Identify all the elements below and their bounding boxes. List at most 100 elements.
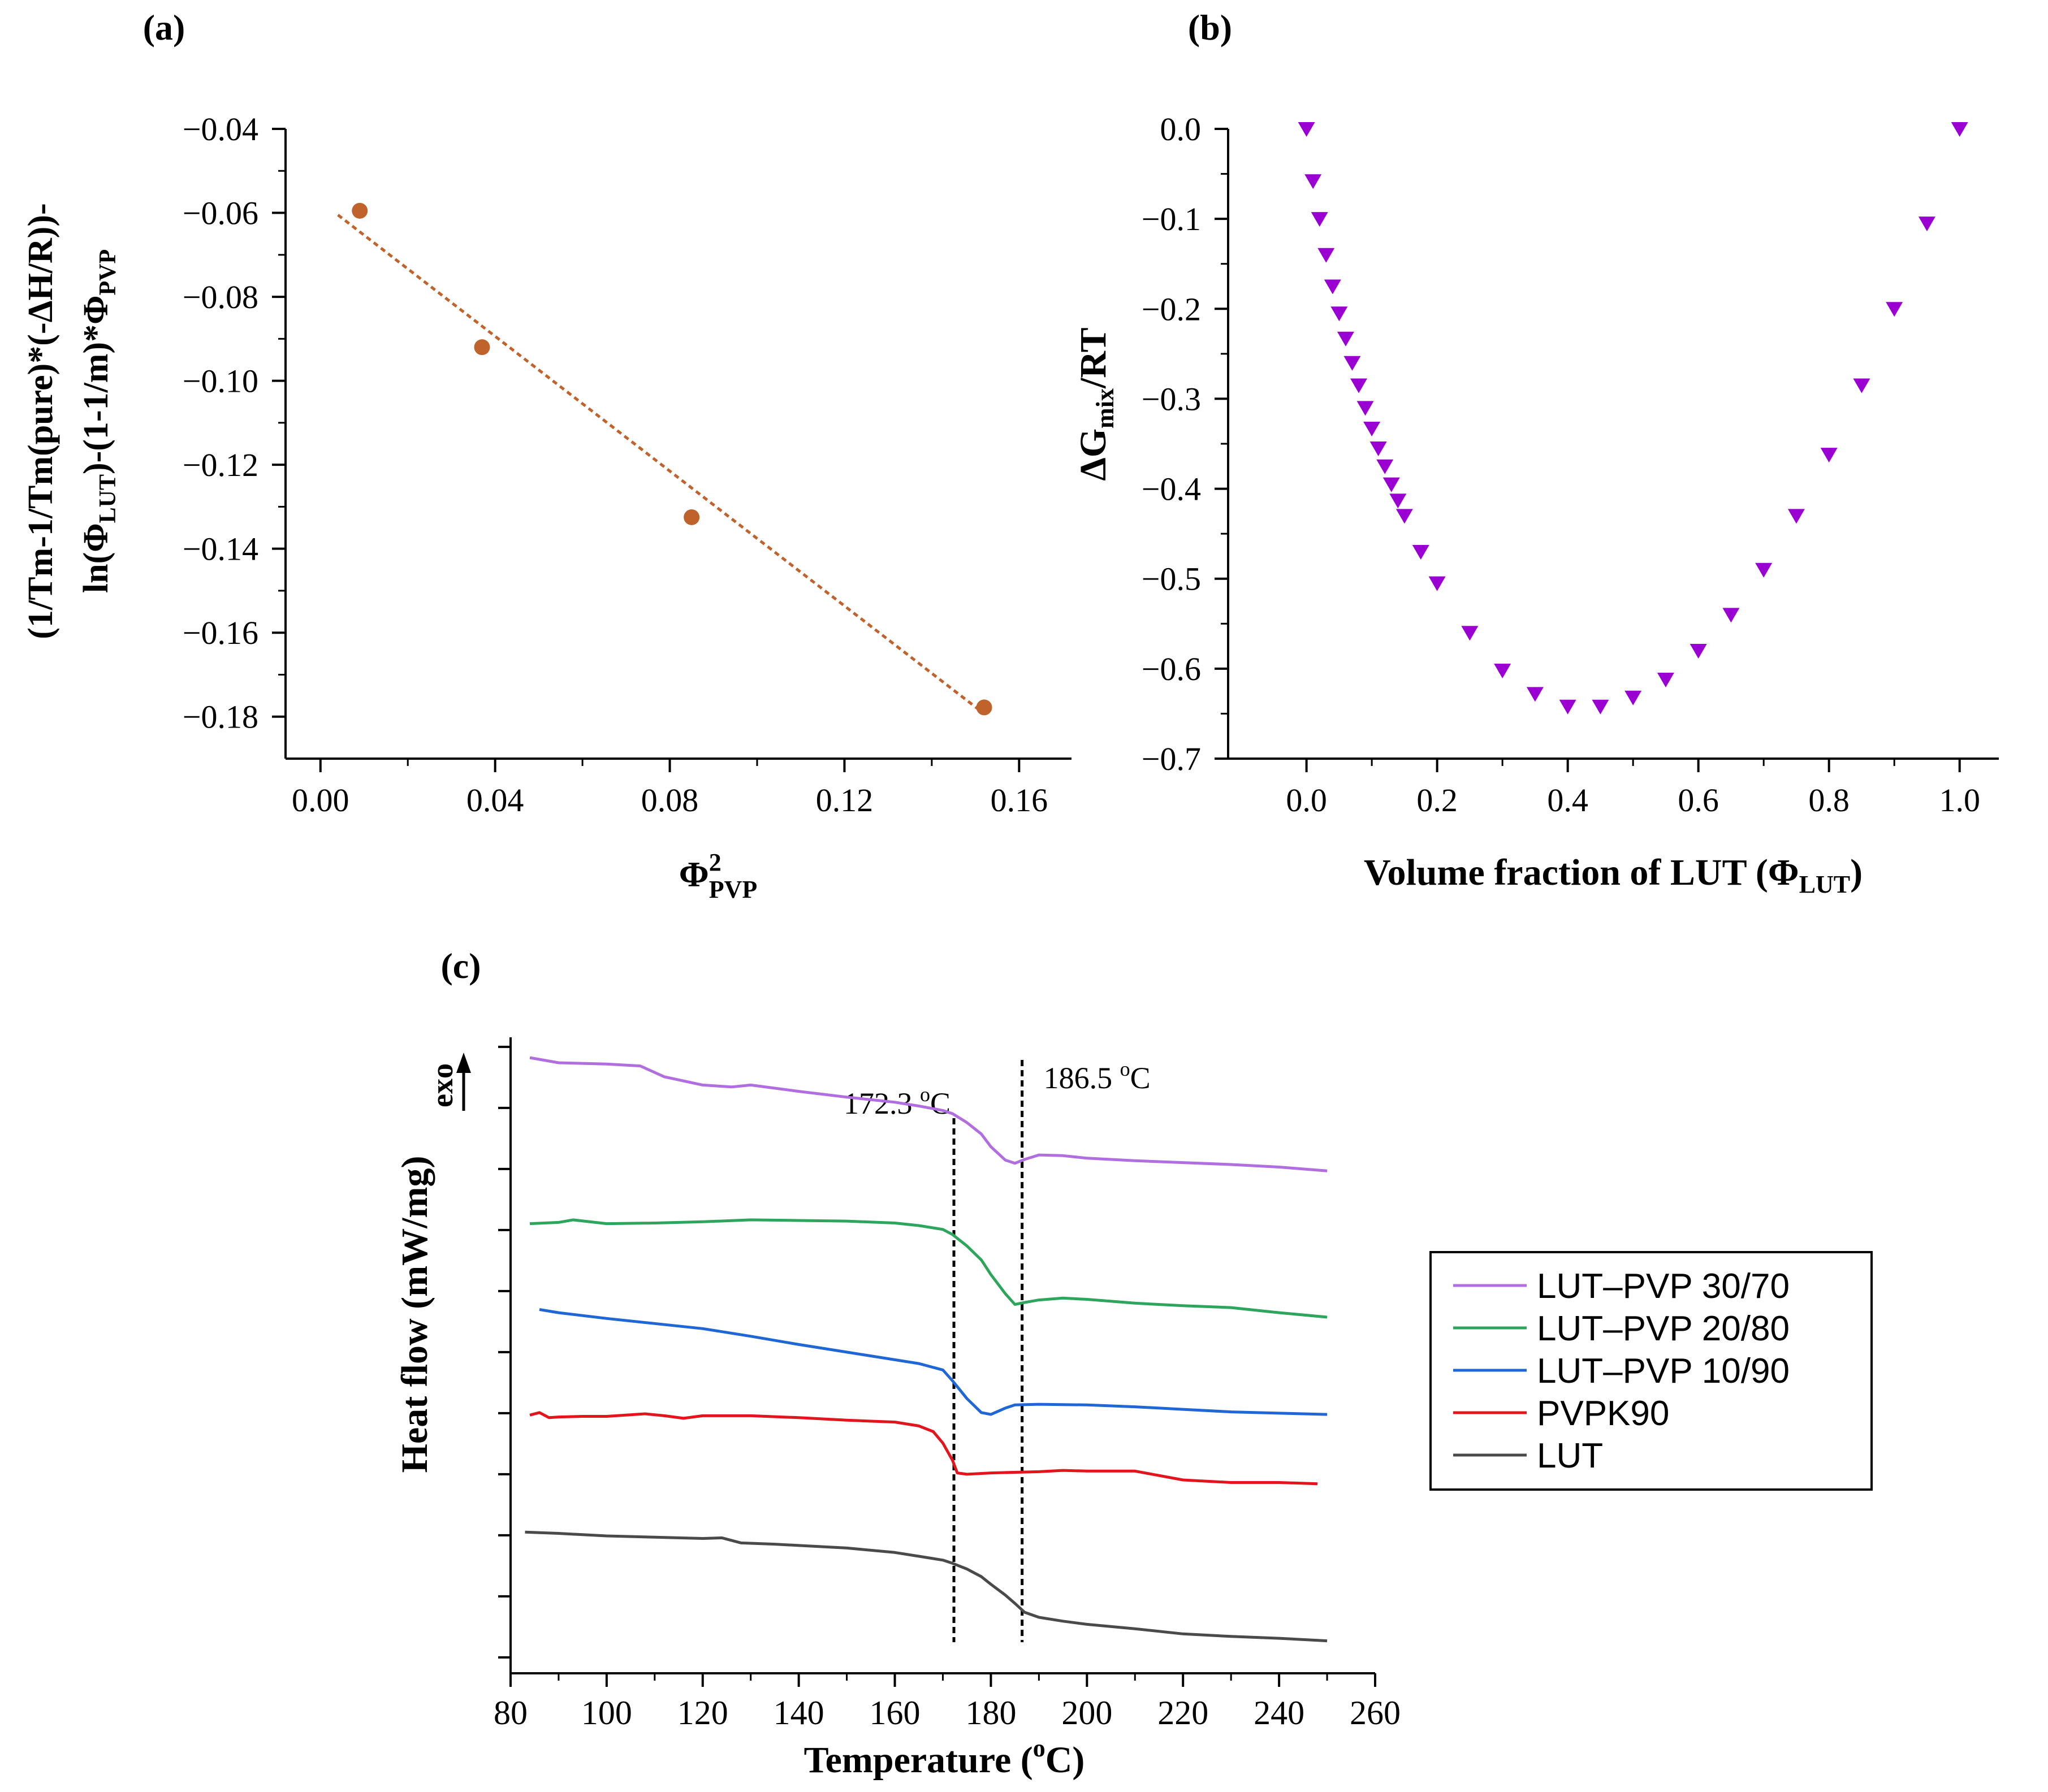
legend-label: LUT–PVP 10/90 xyxy=(1537,1352,1790,1391)
panel-b-ylabel-end: /RT xyxy=(1073,327,1114,389)
panel-b-point xyxy=(1317,248,1335,263)
panel-b-point xyxy=(1951,122,1968,137)
panel-a-ylabel-sub2: PVP xyxy=(95,249,121,296)
panel-c-series-line-1 xyxy=(529,1056,1328,1172)
panel-a-ylabel-sub1: LUT xyxy=(95,474,121,523)
annotation-unit: C xyxy=(1130,1061,1151,1095)
panel-b-point xyxy=(1412,544,1429,560)
panel-a-ytick-label: −0.04 xyxy=(183,111,258,148)
panel-b-ylabel-main: ΔG xyxy=(1073,428,1114,481)
panel-b-point xyxy=(1337,331,1354,347)
panel-c-xlabel-a: Temperature ( xyxy=(804,1739,1033,1781)
panel-b-xtick-label: 0.8 xyxy=(1808,782,1850,819)
panel-b-point xyxy=(1382,477,1400,492)
panel-b-point xyxy=(1787,509,1805,524)
panel-b-ytick-label: 0.0 xyxy=(1160,111,1202,148)
panel-b-point xyxy=(1356,401,1374,416)
panel-b-ylabel: ΔGmix/RT xyxy=(1073,327,1119,481)
panel-b-point xyxy=(1376,459,1394,474)
panel-a-xtick-label: 0.04 xyxy=(466,782,524,819)
panel-c-xtick-label: 180 xyxy=(965,1694,1016,1732)
panel-b-xlabel-main: Volume fraction of LUT (Φ xyxy=(1364,852,1799,893)
panel-a-ytick-label: −0.18 xyxy=(183,699,258,735)
annotation-unit: C xyxy=(930,1087,950,1120)
panel-a-ylabel-line2-a: ln(Φ xyxy=(77,523,115,593)
panel-b-plot xyxy=(1298,122,1968,715)
panel-b-point xyxy=(1624,690,1642,705)
panel-b-point xyxy=(1559,699,1576,715)
exo-arrow-icon xyxy=(456,1053,471,1111)
panel-b-xlabel-sub: LUT xyxy=(1799,871,1850,898)
panel-c-xtick-label: 80 xyxy=(494,1694,528,1732)
panel-b-label: (b) xyxy=(1188,7,1232,47)
panel-c-xtick-label: 140 xyxy=(774,1694,824,1732)
panel-b-point xyxy=(1311,212,1328,227)
panel-c-annotation-label: 186.5 oC xyxy=(1044,1058,1151,1095)
panel-a-ytick-label: −0.16 xyxy=(183,614,258,651)
panel-b-xtick-label: 1.0 xyxy=(1939,782,1980,819)
panel-b-xlabel-end: ) xyxy=(1850,852,1863,893)
panel-b-point xyxy=(1494,664,1511,679)
panel-a-xtick-label: 0.08 xyxy=(641,782,699,819)
panel-c-label: (c) xyxy=(440,946,481,986)
panel-b-axes: 0.0 −0.1 −0.2 −0.3 −0.4 −0.5 −0.6 −0.7 0.0 0.2 0.4… xyxy=(1142,111,1999,819)
panel-b-ytick-label: −0.4 xyxy=(1142,471,1201,508)
panel-a-ylabel-line2: ln(ΦLUT)-(1-1/m)*ΦPVP xyxy=(77,249,121,593)
panel-a-label: (a) xyxy=(143,7,185,47)
panel-b-ytick-label: −0.2 xyxy=(1142,291,1201,327)
panel-a-xtick-label: 0.00 xyxy=(292,782,349,819)
panel-c-xtick-label: 120 xyxy=(677,1694,728,1732)
panel-a-xlabel-main: Φ xyxy=(679,854,709,894)
annotation-sup: o xyxy=(1120,1058,1130,1080)
panel-c-series-line-5 xyxy=(525,1530,1328,1643)
panel-b-point xyxy=(1350,378,1368,393)
panel-b-point xyxy=(1389,494,1407,509)
panel-b-xtick-label: 0.0 xyxy=(1286,782,1327,819)
panel-a-plot xyxy=(337,202,992,716)
legend-label: LUT–PVP 30/70 xyxy=(1537,1267,1790,1306)
legend-label: LUT xyxy=(1537,1436,1603,1475)
panel-c-exo-label: exo xyxy=(425,1063,459,1107)
legend-label: LUT–PVP 20/80 xyxy=(1537,1309,1790,1348)
panel-b-point xyxy=(1369,441,1387,456)
panel-b-ytick-label: −0.7 xyxy=(1142,741,1201,777)
panel-b-point xyxy=(1918,217,1935,232)
panel-a-point xyxy=(976,699,992,716)
panel-c-xtick-label: 260 xyxy=(1350,1694,1401,1732)
panel-b-point xyxy=(1853,378,1870,393)
panel-b-point xyxy=(1722,608,1740,623)
panel-c-xtick-label: 200 xyxy=(1061,1694,1112,1732)
panel-b-xtick-label: 0.6 xyxy=(1678,782,1719,819)
panel-b-point xyxy=(1592,699,1609,715)
annotation-sup: o xyxy=(920,1083,930,1106)
panel-a-point xyxy=(352,202,368,219)
panel-a-point xyxy=(474,339,490,356)
panel-b-point xyxy=(1755,562,1773,578)
panel-a-xlabel-sup: 2 xyxy=(709,849,721,876)
panel-b-xlabel: Volume fraction of LUT (ΦLUT) xyxy=(1364,852,1863,898)
panel-a: (a) −0.04−0.06−0.08−0.10−0.12−0.14−0.16−… xyxy=(21,7,1071,903)
panel-b-ylabel-sub: mix xyxy=(1091,388,1119,428)
panel-c-xtick-label: 100 xyxy=(581,1694,632,1732)
panel-c-xtick-label: 220 xyxy=(1157,1694,1208,1732)
panel-b-point xyxy=(1820,448,1838,463)
panel-b-point xyxy=(1428,576,1446,591)
panel-c-xlabel-sup: o xyxy=(1033,1734,1045,1762)
panel-a-ylabel-line1: (1/Tm-1/Tm(pure)*(-ΔH/R))- xyxy=(21,203,60,639)
panel-b-ytick-label: −0.1 xyxy=(1142,201,1201,237)
panel-c-xtick-label: 240 xyxy=(1254,1694,1304,1732)
panel-b-point xyxy=(1657,672,1674,687)
panel-c-series-line-4 xyxy=(529,1411,1318,1486)
panel-b-point xyxy=(1886,302,1903,317)
annotation-value: 186.5 xyxy=(1044,1061,1120,1095)
panel-b-point xyxy=(1690,644,1707,659)
panel-b-ytick-label: −0.3 xyxy=(1142,380,1201,417)
panel-a-ytick-label: −0.14 xyxy=(183,531,258,568)
panel-b-point xyxy=(1461,626,1479,641)
panel-a-ytick-label: −0.12 xyxy=(183,447,258,483)
panel-a-xlabel-sub: PVP xyxy=(709,876,758,903)
